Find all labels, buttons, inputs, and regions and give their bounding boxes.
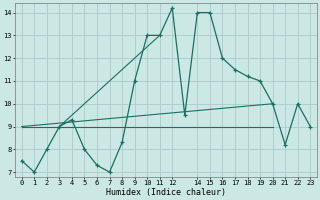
X-axis label: Humidex (Indice chaleur): Humidex (Indice chaleur)	[106, 188, 226, 197]
